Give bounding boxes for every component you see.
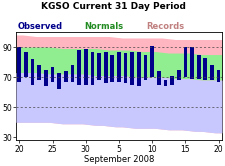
- Bar: [183, 47, 186, 77]
- Text: Records: Records: [145, 22, 183, 31]
- Bar: [136, 51, 140, 86]
- Bar: [169, 76, 173, 85]
- Bar: [156, 71, 160, 85]
- Text: KGSO Current 31 Day Period: KGSO Current 31 Day Period: [40, 2, 185, 11]
- Bar: [83, 48, 87, 85]
- Bar: [37, 65, 41, 80]
- Bar: [97, 53, 100, 80]
- Bar: [90, 51, 94, 85]
- Bar: [209, 65, 213, 80]
- Bar: [130, 51, 133, 85]
- X-axis label: September 2008: September 2008: [83, 155, 153, 164]
- Bar: [216, 70, 219, 82]
- Bar: [143, 55, 147, 80]
- Bar: [64, 71, 67, 82]
- Bar: [24, 51, 28, 77]
- Bar: [57, 73, 61, 89]
- Bar: [176, 70, 180, 80]
- Bar: [123, 53, 127, 83]
- Bar: [163, 80, 166, 86]
- Bar: [44, 70, 47, 86]
- Bar: [117, 51, 120, 82]
- Bar: [150, 45, 153, 77]
- Bar: [104, 51, 107, 83]
- Bar: [189, 47, 193, 79]
- Bar: [77, 50, 81, 85]
- Bar: [17, 47, 21, 82]
- Bar: [50, 67, 54, 82]
- Text: Normals: Normals: [84, 22, 123, 31]
- Bar: [31, 59, 34, 85]
- Bar: [202, 58, 206, 80]
- Bar: [196, 55, 200, 79]
- Text: Observed: Observed: [18, 22, 63, 31]
- Bar: [110, 55, 114, 82]
- Bar: [70, 65, 74, 82]
